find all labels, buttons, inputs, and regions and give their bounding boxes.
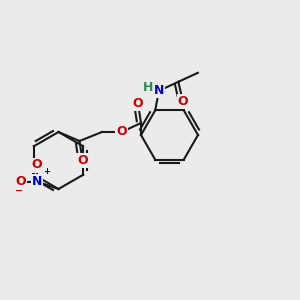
Text: O: O (32, 158, 42, 172)
Text: N: N (154, 84, 164, 97)
Text: O: O (116, 125, 127, 139)
Text: O: O (15, 175, 26, 188)
Text: O: O (77, 154, 88, 167)
Text: +: + (44, 167, 50, 176)
Text: −: − (15, 186, 23, 196)
Text: N: N (32, 175, 42, 188)
Text: O: O (178, 95, 188, 108)
Text: O: O (133, 97, 143, 110)
Text: H: H (143, 81, 154, 94)
